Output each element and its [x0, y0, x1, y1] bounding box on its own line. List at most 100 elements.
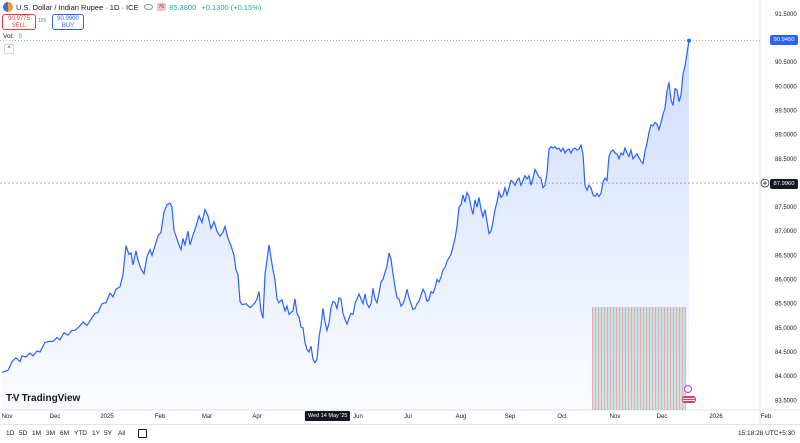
- volume-bar: [611, 307, 613, 410]
- x-tick-label: Dec: [657, 414, 668, 420]
- volume-bar: [616, 307, 617, 410]
- y-tick-label: 91.5000: [775, 12, 797, 18]
- range-ytd-button[interactable]: YTD: [74, 430, 87, 437]
- clock-display[interactable]: 15:18:28 UTC+5:30: [738, 430, 795, 437]
- calendar-icon[interactable]: [138, 429, 147, 438]
- volume-bar: [605, 307, 607, 410]
- volume-bar: [634, 307, 635, 410]
- volume-bar: [685, 307, 686, 410]
- y-tick-label: 83.5000: [775, 398, 797, 404]
- collapse-legend-button[interactable]: ^: [4, 44, 14, 54]
- volume-bar: [647, 307, 649, 410]
- x-tick-label: Aug: [456, 414, 467, 420]
- y-tick-label: 89.0000: [775, 133, 797, 139]
- x-tick-label: 2025: [100, 414, 114, 420]
- range-6m-button[interactable]: 6M: [60, 430, 70, 437]
- price-chart[interactable]: 91.500091.000090.500090.000089.500089.00…: [0, 0, 800, 424]
- volume-bar: [673, 307, 674, 410]
- tradingview-logo-text: TradingView: [21, 393, 81, 404]
- volume-bar: [601, 307, 602, 410]
- event-marker-icon[interactable]: [684, 385, 692, 393]
- range-1y-button[interactable]: 1Y: [92, 430, 100, 437]
- price-area-fill: [2, 40, 689, 410]
- volume-legend[interactable]: Vol: 0: [3, 33, 23, 40]
- volume-bar: [635, 307, 637, 410]
- volume-bar: [599, 307, 601, 410]
- volume-bar: [626, 307, 628, 410]
- symbol-title[interactable]: U.S. Dollar / Indian Rupee · 1D · ICE: [16, 2, 139, 12]
- volume-bar: [617, 307, 619, 410]
- x-tick-label: Nov: [2, 414, 13, 420]
- last-price-tag: 90.9450: [770, 35, 798, 45]
- volume-bar: [619, 307, 620, 410]
- volume-bar: [625, 307, 626, 410]
- volume-bar: [632, 307, 634, 410]
- range-1m-button[interactable]: 1M: [32, 430, 42, 437]
- range-5y-button[interactable]: 5Y: [104, 430, 112, 437]
- buy-button[interactable]: 90.9900 BUY: [52, 14, 84, 30]
- volume-bar: [656, 307, 658, 410]
- x-tick-label: Dec: [50, 414, 61, 420]
- volume-bar: [665, 307, 667, 410]
- volume-bar: [637, 307, 638, 410]
- volume-bar: [680, 307, 682, 410]
- symbol-header[interactable]: U.S. Dollar / Indian Rupee · 1D · ICE 76…: [0, 0, 261, 14]
- last-quote: 85.3800 +0.1300 (+0.15%): [169, 3, 261, 12]
- range-3m-button[interactable]: 3M: [46, 430, 56, 437]
- tradingview-logo[interactable]: T∙V TradingView: [6, 393, 80, 404]
- us-flag-event-icon[interactable]: [682, 396, 696, 403]
- volume-bar: [607, 307, 608, 410]
- volume-bar: [629, 307, 631, 410]
- y-tick-label: 84.0000: [775, 374, 797, 380]
- volume-bar: [608, 307, 610, 410]
- x-tick-label: Jun: [353, 414, 363, 420]
- volume-bar: [652, 307, 653, 410]
- range-5d-button[interactable]: 5D: [19, 430, 28, 437]
- volume-label: Vol: [3, 33, 13, 40]
- x-tick-label: Oct: [557, 414, 567, 420]
- volume-bar: [670, 307, 671, 410]
- volume-bar: [668, 307, 670, 410]
- buy-price: 90.9900: [57, 16, 79, 22]
- buy-label: BUY: [61, 23, 75, 29]
- y-tick-label: 88.5000: [775, 157, 797, 163]
- y-tick-label: 87.5000: [775, 205, 797, 211]
- volume-bar: [598, 307, 599, 410]
- volume-bar: [646, 307, 647, 410]
- range-1d-button[interactable]: 1D: [6, 430, 15, 437]
- sell-label: SELL: [11, 23, 27, 29]
- last-price-dot: [687, 38, 691, 43]
- eye-icon[interactable]: [143, 4, 153, 10]
- x-tick-label: Apr: [252, 414, 261, 420]
- volume-bar: [649, 307, 650, 410]
- volume-bar: [655, 307, 656, 410]
- range-all-button[interactable]: All: [118, 430, 126, 437]
- volume-bar: [595, 307, 596, 410]
- volume-bar: [613, 307, 614, 410]
- volume-bar: [604, 307, 605, 410]
- volume-value: 0: [18, 33, 23, 40]
- price-line: [1, 40, 690, 373]
- usd-inr-flag-icon: [3, 2, 13, 12]
- x-tick-label: Feb: [155, 414, 166, 420]
- sell-price: 90.9775: [8, 16, 30, 22]
- volume-bar: [628, 307, 629, 410]
- y-tick-label: 90.5000: [775, 60, 797, 66]
- volume-bar: [658, 307, 659, 410]
- y-tick-label: 87.0000: [775, 229, 797, 235]
- volume-bar: [644, 307, 646, 410]
- volume-bar: [623, 307, 625, 410]
- y-tick-label: 84.5000: [775, 350, 797, 356]
- last-price: 85.3800: [169, 2, 197, 12]
- x-tick-label: Jul: [404, 414, 412, 420]
- volume-bar: [667, 307, 668, 410]
- sell-button[interactable]: 90.9775 SELL: [2, 14, 36, 30]
- status-badge: 76: [156, 3, 167, 11]
- volume-bar: [679, 307, 680, 410]
- volume-bar: [614, 307, 616, 410]
- y-tick-label: 85.0000: [775, 326, 797, 332]
- x-tick-label: Nov: [610, 414, 621, 420]
- price-change: +0.1300 (+0.15%): [201, 2, 262, 12]
- volume-bar: [661, 307, 662, 410]
- tradingview-logo-icon: T∙V: [6, 393, 20, 404]
